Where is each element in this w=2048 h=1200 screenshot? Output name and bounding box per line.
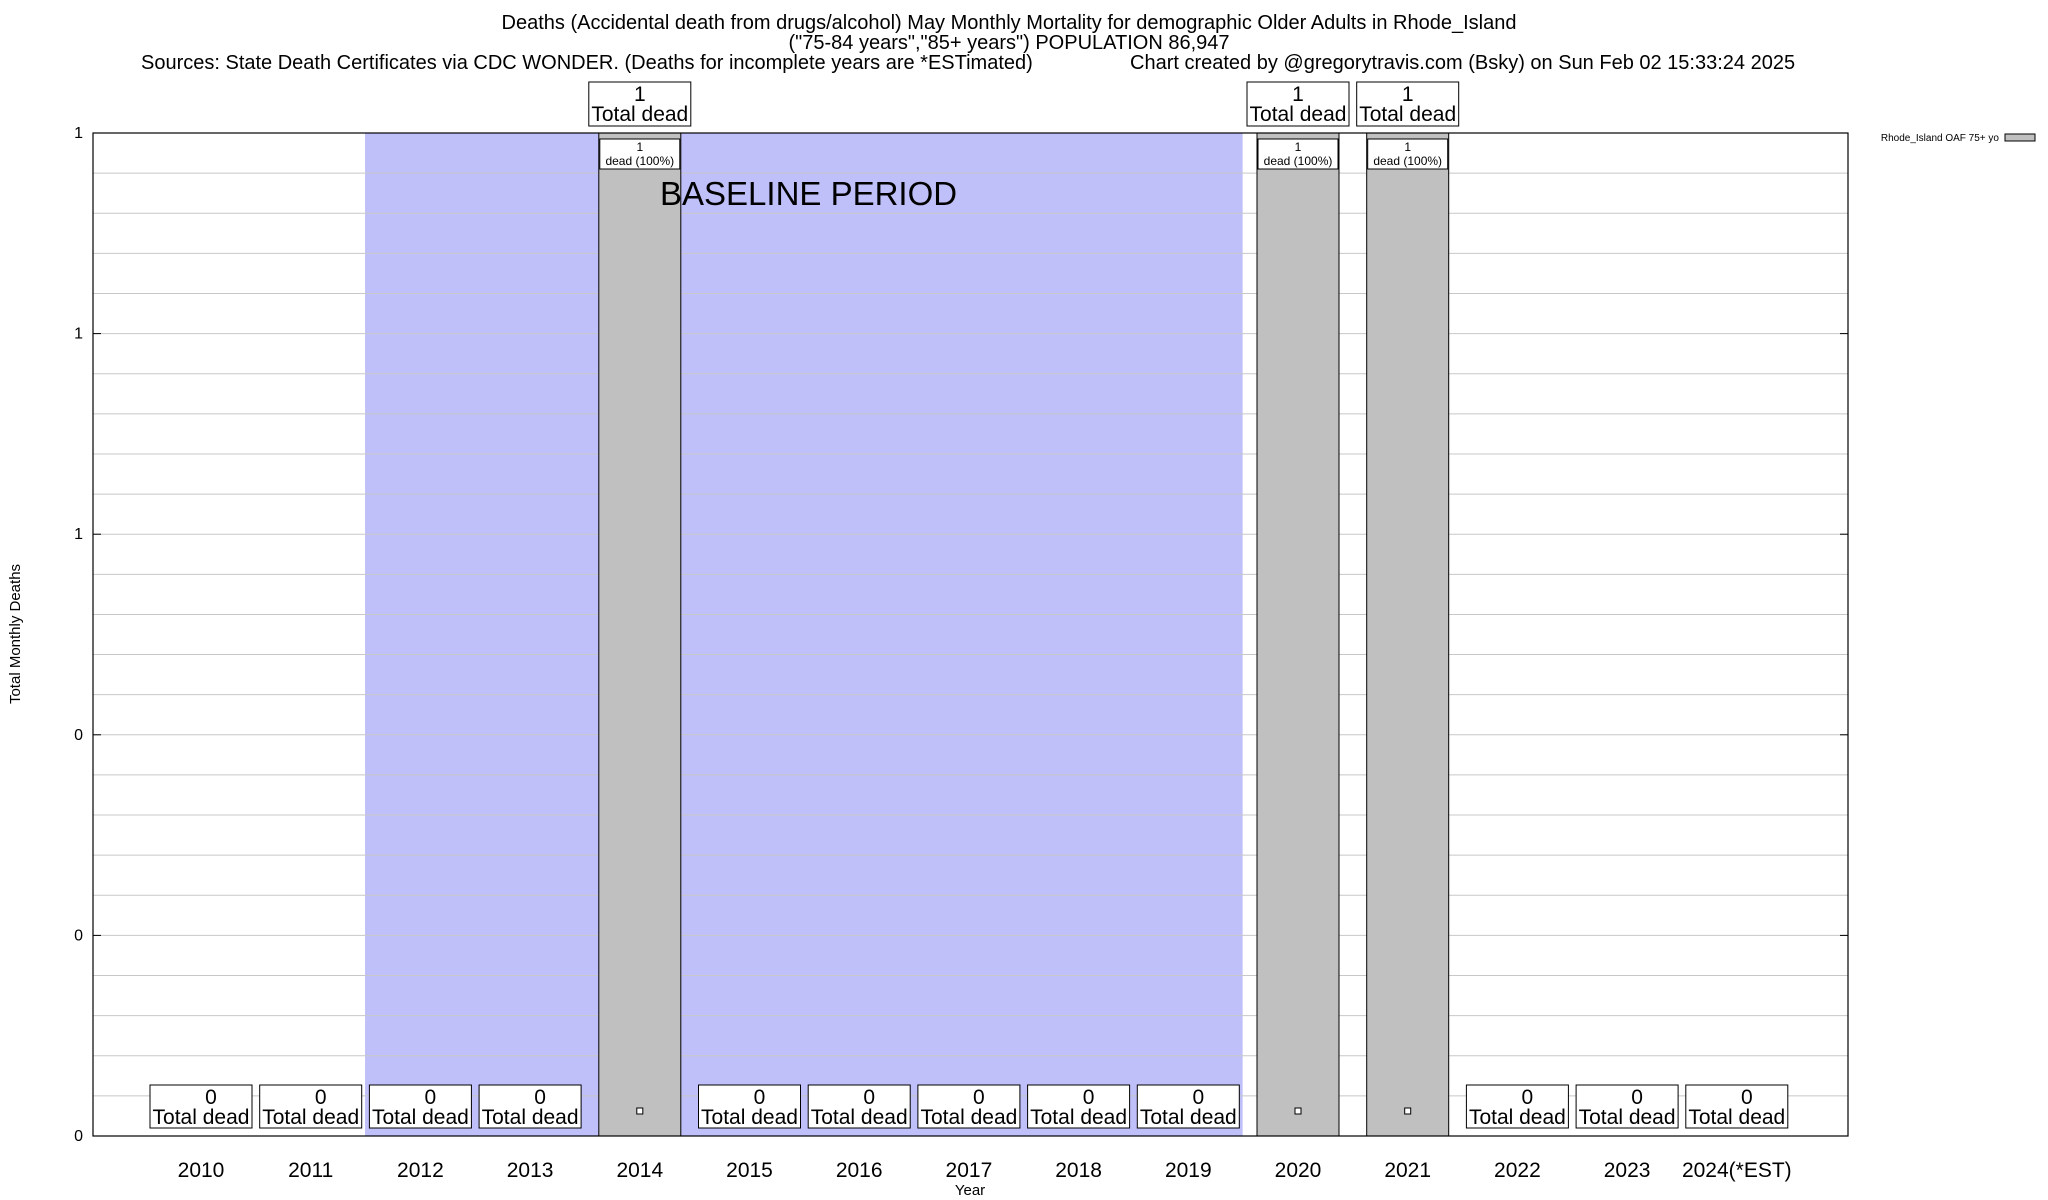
y-tick-label: 0 (74, 927, 83, 944)
x-tick-marker (636, 1107, 644, 1115)
legend-swatch (2004, 133, 2036, 142)
total-label-box (807, 1084, 911, 1129)
x-tick-label: 2016 (836, 1159, 883, 1182)
pct-dead-label: dead (100%) (1264, 154, 1333, 168)
pct-label-box (1367, 138, 1449, 170)
pct-label-box (1257, 138, 1339, 170)
baseline-region (365, 133, 1243, 1136)
total-dead-label: Total dead (811, 1106, 908, 1129)
x-tick-marker (1294, 1107, 1302, 1115)
x-tick-label: 2015 (726, 1159, 773, 1182)
total-label-box (1027, 1084, 1131, 1129)
plot-frame (92, 132, 1849, 1137)
total-label-box (1136, 1084, 1240, 1129)
legend: Rhode_Island OAF 75+ yo (1881, 133, 2036, 144)
total-dead-label: Total dead (153, 1106, 250, 1129)
total-value-label: 0 (863, 1086, 875, 1109)
y-tick-label: 1 (74, 326, 83, 343)
chart-credit: Chart created by @gregorytravis.com (Bsk… (1130, 52, 1796, 74)
x-tick-label: 2022 (1494, 1159, 1541, 1182)
total-dead-label: Total dead (1250, 103, 1347, 126)
total-value-label: 0 (425, 1086, 437, 1109)
x-tick-label: 2021 (1384, 1159, 1431, 1182)
chart-sources: Sources: State Death Certificates via CD… (141, 52, 1033, 74)
chart-title: Deaths (Accidental death from drugs/alco… (501, 12, 1517, 34)
pct-value-label: 1 (1295, 140, 1302, 154)
y-tick-label: 1 (74, 526, 83, 543)
bar-2021 (1366, 132, 1450, 1137)
x-tick-marker (1404, 1107, 1412, 1115)
x-tick-label: 2012 (397, 1159, 444, 1182)
total-dead-label: Total dead (920, 1106, 1017, 1129)
y-axis-ticks: 0 0 0 1 1 1 (74, 125, 1848, 1145)
total-label-box (149, 1084, 253, 1129)
total-dead-label: Total dead (262, 1106, 359, 1129)
total-value-label: 1 (1402, 83, 1414, 106)
x-tick-label: 2020 (1275, 1159, 1322, 1182)
total-dead-label: Total dead (1140, 1106, 1237, 1129)
total-dead-label: Total dead (701, 1106, 798, 1129)
total-dead-label: Total dead (1359, 103, 1456, 126)
total-value-label: 0 (1741, 1086, 1753, 1109)
pct-value-label: 1 (1404, 140, 1411, 154)
total-value-label: 0 (534, 1086, 546, 1109)
x-tick-label: 2024(*EST) (1682, 1159, 1792, 1182)
total-label-box (1465, 1084, 1569, 1129)
total-dead-label: Total dead (1030, 1106, 1127, 1129)
total-dead-label: Total dead (482, 1106, 579, 1129)
baseline-shade (365, 133, 1243, 1136)
total-value-label: 0 (1631, 1086, 1643, 1109)
plot-border (92, 132, 1849, 1137)
bars (598, 132, 1450, 1137)
legend-entry-label: Rhode_Island OAF 75+ yo (1881, 133, 2000, 144)
x-tick-label: 2019 (1165, 1159, 1212, 1182)
total-label-box (1685, 1084, 1789, 1129)
total-dead-label: Total dead (1688, 1106, 1785, 1129)
x-axis-label: Year (955, 1182, 985, 1199)
pct-dead-label: dead (100%) (1373, 154, 1442, 168)
y-axis-label: Total Monthly Deaths (7, 564, 24, 704)
x-tick-label: 2011 (288, 1159, 333, 1182)
total-label-box (698, 1084, 801, 1129)
total-label-box (588, 81, 692, 127)
y-tick-label: 1 (74, 125, 83, 142)
total-value-label: 0 (973, 1086, 985, 1109)
total-label-box (917, 1084, 1021, 1129)
pct-label-box (599, 138, 681, 170)
total-label-box (1246, 81, 1350, 127)
total-label-box (368, 1084, 472, 1129)
x-tick-label: 2010 (178, 1159, 225, 1182)
total-label-box (259, 1084, 363, 1129)
x-tick-label: 2013 (507, 1159, 554, 1182)
y-tick-label: 0 (74, 727, 83, 744)
x-tick-label: 2018 (1055, 1159, 1102, 1182)
total-label-box (1575, 1084, 1679, 1129)
total-value-label: 0 (315, 1086, 327, 1109)
total-value-label: 0 (1083, 1086, 1095, 1109)
x-tick-label: 2017 (946, 1159, 993, 1182)
total-dead-label: Total dead (1579, 1106, 1676, 1129)
total-label-box (1356, 81, 1460, 127)
total-value-label: 0 (1522, 1086, 1534, 1109)
chart-subtitle: ("75-84 years","85+ years") POPULATION 8… (788, 32, 1230, 54)
total-label-box (478, 1084, 582, 1129)
bar-2020 (1256, 132, 1340, 1137)
total-value-label: 1 (634, 83, 646, 106)
total-dead-label: Total dead (372, 1106, 469, 1129)
total-value-label: 0 (205, 1086, 217, 1109)
pct-value-label: 1 (636, 140, 643, 154)
bar-2014 (598, 132, 682, 1137)
total-dead-label: Total dead (1469, 1106, 1566, 1129)
baseline-label: BASELINE PERIOD (660, 175, 957, 212)
total-value-label: 0 (754, 1086, 766, 1109)
y-tick-label: 0 (74, 1128, 83, 1145)
total-dead-label: Total dead (591, 103, 688, 126)
total-value-label: 1 (1292, 83, 1304, 106)
x-tick-label: 2014 (616, 1159, 663, 1182)
x-tick-label: 2023 (1604, 1159, 1651, 1182)
total-value-label: 0 (1192, 1086, 1204, 1109)
pct-dead-label: dead (100%) (605, 154, 674, 168)
